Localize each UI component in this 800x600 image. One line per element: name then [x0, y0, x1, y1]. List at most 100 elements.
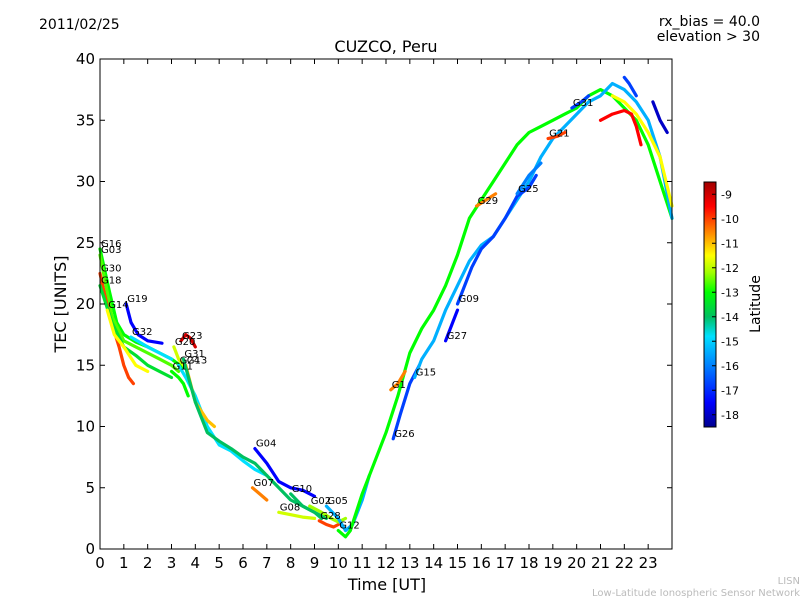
satellite-label: G24 — [180, 355, 200, 366]
satellite-label: G19 — [127, 294, 147, 305]
x-tick-label: 5 — [214, 554, 224, 572]
x-tick-label: 0 — [95, 554, 105, 572]
x-tick-label: 17 — [496, 554, 515, 572]
x-tick-label: 12 — [376, 554, 395, 572]
colorbar-tick-label: -12 — [721, 262, 739, 275]
colorbar-tick-label: -18 — [721, 409, 739, 422]
series-line-G25 — [515, 161, 543, 196]
x-tick-label: 3 — [167, 554, 177, 572]
x-tick-label: 16 — [472, 554, 491, 572]
x-tick-label: 7 — [262, 554, 272, 572]
series-line-G28 — [317, 519, 340, 529]
series-line-G1 — [389, 369, 407, 392]
y-tick-label: 10 — [76, 418, 95, 436]
series-line-G11 — [169, 369, 190, 398]
satellite-label: G18 — [101, 276, 121, 287]
series-line-G21 — [546, 130, 567, 141]
series-line-G08 — [277, 510, 317, 520]
y-axis-label: TEC [UNITS] — [51, 256, 70, 354]
x-tick-label: 20 — [567, 554, 586, 572]
colorbar-label: Latitude — [748, 275, 764, 333]
series-line-G10 — [289, 492, 324, 520]
series-line-G15 — [413, 81, 674, 380]
satellite-label: G05 — [327, 496, 347, 507]
x-tick-label: 15 — [448, 554, 467, 572]
satellite-label: G10 — [292, 484, 312, 495]
series-line-G14 — [105, 308, 150, 373]
axes: 0 1 2 3 4 5 6 7 8 9 10 11 12 13 14 15 16 17 18 19 20 21 22 2305… — [76, 50, 672, 572]
y-tick-label: 0 — [85, 540, 95, 558]
series-line-G12 — [336, 88, 674, 539]
satellite-label: G14 — [108, 300, 128, 311]
series-line-G27 — [444, 308, 460, 343]
plot-frame — [99, 58, 673, 550]
series-line-G20 — [172, 345, 185, 367]
y-tick-label: 35 — [76, 111, 95, 129]
satellite-label: G20 — [175, 337, 195, 348]
colorbar-tick-label: -15 — [721, 335, 739, 348]
y-tick-label: 25 — [76, 234, 95, 252]
x-tick-label: 21 — [591, 554, 610, 572]
x-tick-label: 10 — [329, 554, 348, 572]
colorbar-tick-label: -17 — [721, 384, 739, 397]
y-tick-label: 30 — [76, 173, 95, 191]
y-tick-label: 20 — [76, 295, 95, 313]
colorbar-tick-label: -16 — [721, 360, 739, 373]
series-line-G09 — [455, 173, 538, 306]
y-tick-label: 5 — [85, 479, 95, 497]
satellite-label: G31 — [184, 349, 204, 360]
satellite-label: G04 — [256, 439, 276, 450]
satellite-label: G09 — [459, 294, 479, 305]
satellite-label: G13 — [187, 355, 207, 366]
x-tick-label: 6 — [238, 554, 248, 572]
series-line-G03 — [98, 253, 181, 373]
colorbar-tick-label: -14 — [721, 311, 739, 324]
satellite-label: G1 — [392, 380, 406, 391]
series-line-trace-33 — [622, 75, 638, 98]
x-tick-label: 8 — [286, 554, 296, 572]
satellite-label: G21 — [549, 129, 569, 140]
satellite-label: G16 — [101, 239, 121, 250]
chart-title: CUZCO, Peru — [334, 37, 438, 56]
satellite-label: G08 — [280, 502, 300, 513]
x-tick-label: 18 — [519, 554, 538, 572]
series-line-G24 — [177, 363, 269, 478]
satellite-label: G07 — [254, 478, 274, 489]
series-line-G31 — [570, 94, 591, 110]
series-line-G04 — [253, 447, 317, 498]
x-tick-label: 22 — [615, 554, 634, 572]
x-tick-label: 2 — [143, 554, 153, 572]
satellite-label: G30 — [101, 263, 121, 274]
series-line-G05 — [324, 473, 371, 533]
colorbar-tick-label: -10 — [721, 213, 739, 226]
series-line-trace-30 — [598, 108, 643, 147]
satellite-label: G26 — [394, 429, 414, 440]
satellite-label: G31 — [573, 98, 593, 109]
satellite-label: G23 — [182, 331, 202, 342]
satellite-label: G28 — [320, 511, 340, 522]
y-tick-label: 40 — [76, 50, 95, 68]
colorbar-tick-label: -11 — [721, 237, 739, 250]
x-axis-label: Time [UT] — [347, 575, 426, 594]
footer-lisn: LISN — [777, 576, 800, 587]
colorbar-ticks: -9 -10 -11 -12 -13 -14 -15 -16 -17 -18 — [712, 188, 739, 422]
footer-network: Low-Latitude Ionospheric Sensor Network — [592, 588, 800, 599]
series-layer — [98, 75, 674, 539]
x-tick-label: 11 — [353, 554, 372, 572]
x-tick-label: 9 — [310, 554, 320, 572]
colorbar-tick-label: -13 — [721, 286, 739, 299]
x-tick-label: 14 — [424, 554, 443, 572]
satellite-label: G29 — [478, 196, 498, 207]
satellite-labels: G16G03G30G18G14G19G32G20G23G11G24G13G31G… — [101, 98, 593, 532]
satellite-label: G03 — [101, 245, 121, 256]
x-tick-label: 4 — [191, 554, 201, 572]
series-line-G07 — [250, 486, 269, 502]
satellite-label: G02 — [311, 496, 331, 507]
elevation-label: elevation > 30 — [656, 29, 760, 45]
satellite-label: G27 — [447, 331, 467, 342]
chart-date: 2011/02/25 — [39, 17, 120, 33]
series-line-G19 — [124, 302, 164, 345]
series-line-G32 — [129, 335, 174, 361]
x-tick-label: 1 — [119, 554, 129, 572]
